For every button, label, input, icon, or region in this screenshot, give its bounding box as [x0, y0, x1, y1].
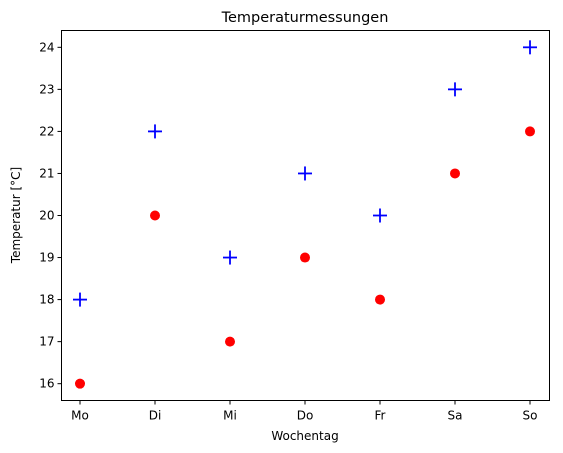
x-tick-label: Sa	[448, 409, 463, 423]
data-point-circle	[300, 253, 310, 263]
x-axis-label: Wochentag	[271, 429, 338, 443]
data-point-plus	[223, 251, 237, 265]
data-point-circle	[525, 126, 535, 136]
y-tick-label: 21	[39, 166, 54, 180]
y-tick-label: 16	[39, 377, 54, 391]
data-point-circle	[225, 337, 235, 347]
y-tick-label: 18	[39, 293, 54, 307]
data-points	[73, 40, 537, 388]
y-axis: 16 17 18 19 20 21 22 23 24	[39, 40, 61, 390]
x-axis: Mo Di Mi Do Fr Sa So	[71, 401, 537, 423]
x-tick-label: Do	[297, 409, 314, 423]
y-tick-label: 23	[39, 82, 54, 96]
y-tick-label: 22	[39, 124, 54, 138]
y-tick-label: 20	[39, 209, 54, 223]
data-point-plus	[298, 166, 312, 180]
y-tick-label: 19	[39, 251, 54, 265]
data-point-plus	[448, 82, 462, 96]
data-point-plus	[73, 293, 87, 307]
plot-area-frame	[62, 31, 550, 401]
x-tick-label: Mi	[223, 409, 237, 423]
chart-title: Temperaturmessungen	[221, 10, 389, 26]
data-point-plus	[523, 40, 537, 54]
y-axis-label: Temperatur [°C]	[9, 167, 23, 264]
x-tick-label: Di	[149, 409, 162, 423]
x-tick-label: Fr	[375, 409, 386, 423]
data-point-circle	[450, 168, 460, 178]
data-point-plus	[373, 209, 387, 223]
y-tick-label: 24	[39, 40, 54, 54]
data-point-circle	[150, 211, 160, 221]
data-point-circle	[75, 379, 85, 389]
y-tick-label: 17	[39, 335, 54, 349]
data-point-circle	[375, 295, 385, 305]
x-tick-label: So	[523, 409, 538, 423]
x-tick-label: Mo	[71, 409, 89, 423]
data-point-plus	[148, 124, 162, 138]
